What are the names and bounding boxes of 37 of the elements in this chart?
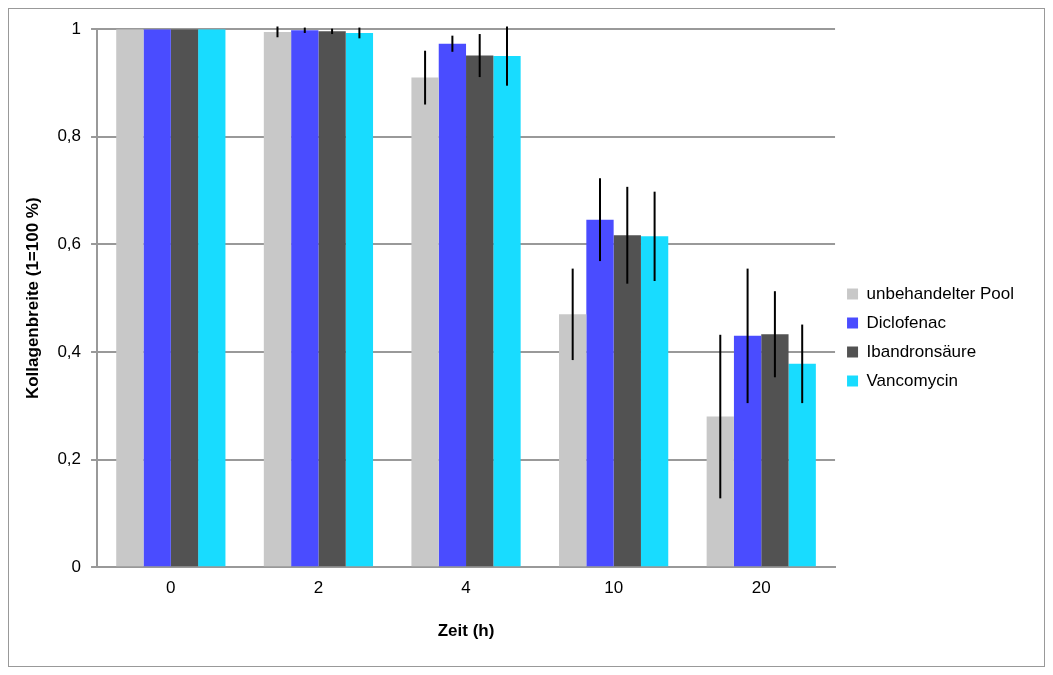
bar [466,55,494,567]
y-tick-label: 0,2 [57,449,82,469]
y-axis-title: Kollagenbreite (1=100 %) [22,197,42,400]
y-tick-label: 1 [71,18,82,38]
legend-label: Vancomycin [866,370,958,390]
bar [640,236,669,567]
bar [198,29,226,567]
x-axis-title: Zeit (h) [437,621,495,641]
bar [761,334,789,567]
bar [613,235,641,567]
x-tick-label: 0 [166,578,176,598]
bar [143,29,171,567]
bar [493,56,521,567]
legend-label: unbehandelter Pool [866,283,1015,303]
bar [586,219,614,567]
x-tick-label: 20 [751,578,771,598]
bar [170,29,199,567]
bar [706,416,734,567]
y-tick-label: 0 [71,556,82,576]
bar [733,335,762,567]
bar [263,31,292,567]
bar [116,29,144,567]
y-tick-label: 0,6 [57,234,82,254]
legend-label: Ibandronsäure [866,341,977,361]
x-tick-label: 10 [604,578,624,598]
bar [788,363,816,567]
y-tick-label: 0,4 [57,341,82,361]
bar [291,30,319,567]
bar [438,43,467,567]
bar [559,314,587,567]
bar [318,31,346,567]
y-tick-label: 0,8 [57,126,82,146]
x-tick-label: 4 [461,578,471,598]
x-tick-label: 2 [313,578,324,598]
legend-label: Diclofenac [866,312,947,332]
bar [345,32,374,567]
bar [411,77,439,567]
